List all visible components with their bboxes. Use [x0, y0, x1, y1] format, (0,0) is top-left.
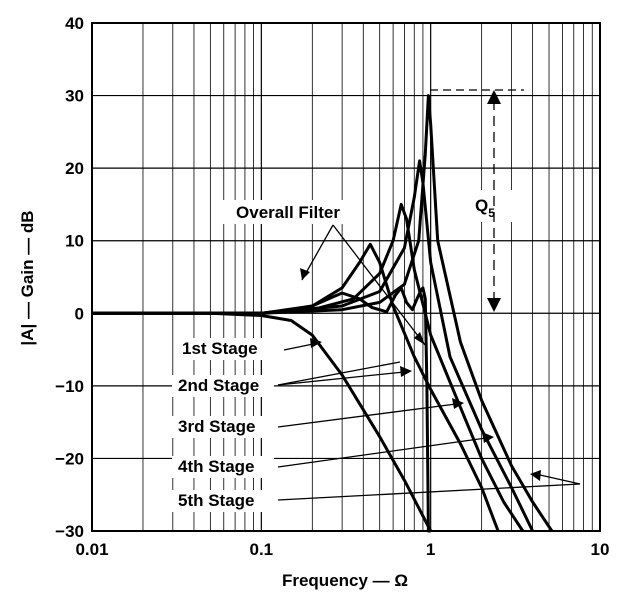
y-tick-label: 10	[65, 232, 84, 251]
stage3-label-bg	[172, 416, 274, 438]
series-line-4	[92, 159, 534, 532]
stage5-label: 5th Stage	[178, 491, 255, 510]
series-line-5	[92, 94, 554, 532]
stage4-arrow-line	[277, 437, 487, 468]
stage3-arrow-head	[452, 398, 464, 409]
series-line-6	[92, 286, 431, 533]
x-axis-label: Frequency — Ω	[282, 571, 408, 590]
stage5-arrow-line-b	[539, 474, 581, 485]
overall-arrow-left-head	[300, 268, 310, 280]
series-line-3	[92, 202, 525, 532]
q-label: Q5	[475, 196, 495, 220]
y-tick-label: 30	[65, 87, 84, 106]
y-tick-label: 0	[75, 304, 84, 323]
stage2-label-bg	[172, 375, 274, 397]
overall-filter-label-bg	[218, 200, 358, 224]
stage5-arrow-head	[530, 470, 541, 481]
q-arrow-up-head	[487, 90, 501, 104]
curves	[92, 94, 554, 533]
x-tick-label: 0.1	[250, 540, 274, 559]
y-tick-label: −30	[55, 522, 84, 541]
overall-arrow-right-head	[414, 332, 425, 345]
stage1-label-bg	[176, 338, 278, 360]
q-label-subscript: 5	[488, 206, 495, 220]
stage4-arrow-head	[482, 432, 494, 443]
overall-filter-label: Overall Filter	[236, 203, 340, 222]
q-label-main: Q	[475, 196, 488, 215]
annotations: Overall Filter Q5 1st Stage 2nd Stage 3r…	[172, 89, 581, 512]
y-tick-label: −20	[55, 449, 84, 468]
stage2-arrow-line-a	[277, 371, 405, 386]
y-tick-label: 20	[65, 159, 84, 178]
stage1-arrow-head	[310, 338, 322, 348]
tick-labels: 0.01 0.1 1 10 40 30 20 10 0 −10 −20 −30	[55, 14, 609, 559]
stage1-label: 1st Stage	[182, 339, 258, 358]
x-tick-label: 10	[591, 540, 610, 559]
stage4-label: 4th Stage	[178, 457, 255, 476]
stage2-arrow-line-b	[277, 361, 401, 386]
x-tick-label: 1	[426, 540, 435, 559]
overall-arrow-left-line	[301, 224, 334, 281]
stage5-arrow-line	[277, 483, 581, 501]
q-arrow-down-head	[487, 298, 501, 312]
plot-frame	[91, 22, 601, 532]
stage5-label-bg	[172, 490, 274, 512]
y-tick-label: 40	[65, 14, 84, 33]
stage2-arrow-head	[400, 366, 412, 377]
stage2-label: 2nd Stage	[178, 376, 259, 395]
grid	[91, 22, 601, 532]
y-axis-label: |A| — Gain — dB	[18, 210, 37, 345]
stage4-label-bg	[172, 456, 274, 478]
overall-arrow-right-line	[332, 224, 426, 346]
stage3-arrow-line	[277, 403, 457, 428]
y-tick-label: −10	[55, 377, 84, 396]
stage3-label: 3rd Stage	[178, 417, 255, 436]
x-tick-label: 0.01	[75, 540, 108, 559]
